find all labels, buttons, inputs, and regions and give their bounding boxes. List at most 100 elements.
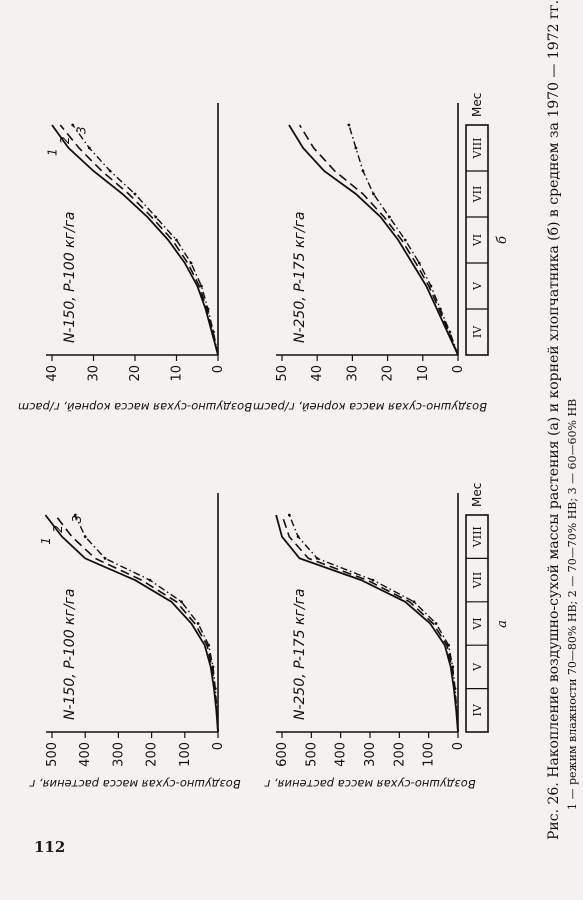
panel-b-bottom-series-3-point <box>439 307 442 311</box>
panel-a-top-series-2-line <box>54 514 219 733</box>
panel-a-bottom-ytick-label: 0 <box>451 742 466 750</box>
panel-b-bottom-series-3-point <box>387 215 391 219</box>
panel-b-bottom-series-3-point <box>354 146 358 150</box>
panel-b-top-series-3-point <box>206 307 210 311</box>
panel-b-bottom-sublabel: б <box>495 236 510 244</box>
panel-a-top-series-3-point <box>83 535 87 539</box>
panel-b-top-series-3-point <box>87 146 91 150</box>
panel-b-bottom-series-2-line <box>298 124 459 356</box>
panel-b-bottom-series-3-point <box>347 123 351 127</box>
panel-b-top-series-3-point <box>175 238 178 242</box>
panel-b-top-ylabel: Воздушно-сухая масса корней, г/расm <box>18 400 252 414</box>
panel-a-top-ytick-label: 400 <box>78 742 93 767</box>
panel-b-bottom-ytick-label: 50 <box>275 365 290 382</box>
panel-a-bottom-series-2-line <box>281 514 459 733</box>
panel-a-top-ytick-label: 100 <box>178 742 193 767</box>
panel-a-bottom-month-label: VI <box>471 617 484 630</box>
panel-a-bottom-ytick-label: 100 <box>422 742 437 767</box>
panel-b-top-ytick-label: 10 <box>170 365 185 382</box>
panel-a-top-series-1-label: 1 <box>39 537 53 545</box>
panel-a-top-series-3-point <box>196 622 200 625</box>
panel-a-bottom-series-3-point <box>447 643 451 647</box>
panel-a-bottom-ytick-label: 200 <box>392 742 407 767</box>
panel-a-bottom-x-unit: Мес <box>470 483 484 507</box>
panel-a-top-ytick-label: 500 <box>45 742 60 767</box>
panel-a-top-ytick-label: 200 <box>145 742 160 767</box>
panel-a-top-series-3-line <box>74 514 219 733</box>
panel-a-bottom-ytick-label: 400 <box>334 742 349 767</box>
panel-a-top-series-3-point <box>180 600 183 604</box>
panel-b-top-series-3-point <box>212 330 215 334</box>
panel-a-bottom-series-3-point <box>287 513 291 517</box>
panel-a-bottom-sublabel: а <box>495 620 510 628</box>
panel-a-top-series-3-point <box>207 643 211 647</box>
panel-b-bottom-series-3-point <box>403 238 407 242</box>
panel-a-top-series-2-label: 2 <box>51 525 65 533</box>
panel-a-bottom-series-3-point <box>371 578 375 582</box>
panel-a-top-series-3-point <box>103 556 107 560</box>
panel-b-bottom-ytick-label: 0 <box>451 365 466 373</box>
page-number: 112 <box>34 838 66 856</box>
panel-a-bottom-ylabel: Воздушно-сухая масса растения, г <box>263 777 475 791</box>
panel-b-bottom-series-3-point <box>417 261 421 265</box>
panel-b-top-ytick-label: 30 <box>87 365 102 382</box>
panel-b-top-series-2-line <box>59 124 219 356</box>
panel-a-top-ytick-label: 0 <box>211 742 226 750</box>
panel-b-top-series-3-point <box>154 215 158 219</box>
panel-b-bottom-x-unit: Мес <box>470 93 484 117</box>
panel-a-bottom-month-label: VII <box>471 572 484 590</box>
panel-a-top-series-3-point <box>73 513 77 517</box>
panel-a-bottom-series-3-point <box>296 535 300 539</box>
panel-b-top-ytick-label: 40 <box>45 365 60 382</box>
panel-b-top-series-3-point <box>200 284 203 288</box>
panel-b-bottom-month-label: IV <box>471 325 484 338</box>
panel-b-bottom-ytick-label: 10 <box>416 365 431 382</box>
panel-b-bottom-title: N-250, P-175 кг/га <box>292 211 308 343</box>
panel-b-bottom-series-3-point <box>372 192 375 196</box>
panel-a-bottom-series-3-point <box>315 556 319 560</box>
panel-b-bottom-ytick-label: 30 <box>345 365 360 382</box>
panel-b-top-series-3-point <box>108 169 112 173</box>
panel-b-bottom-series-3-point <box>448 330 452 334</box>
panel-a-bottom-month-label: IV <box>471 703 484 716</box>
panel-b-top-series-3-line <box>72 124 219 356</box>
panel-a-bottom-title: N-250, P-175 кг/га <box>292 588 308 720</box>
panel-b-bottom-series-3-point <box>429 284 433 288</box>
panel-a-bottom-month-box <box>465 514 489 733</box>
panel-a-top-title: N-150, P-100 кг/га <box>62 588 78 720</box>
panel-a-bottom-month-label: V <box>471 662 484 672</box>
panel-a-bottom-ytick-label: 600 <box>275 742 290 767</box>
panel-b-top-series-1-label: 1 <box>46 148 60 156</box>
panel-a-bottom-series-3-point <box>453 687 457 690</box>
panel-b-bottom-series-1-line <box>288 124 459 356</box>
panel-a-bottom-series-3-point <box>455 708 459 712</box>
panel-b-bottom-month-label: VIII <box>471 138 484 160</box>
panel-a-bottom-month-label: VIII <box>471 526 484 548</box>
panel-b-top-series-3-point <box>133 192 137 196</box>
panel-a-top-ylabel: Воздушно-сухая масса растения, г <box>28 777 240 791</box>
figure-caption-line1: Рис. 26. Накопление воздушно-сухой массы… <box>546 0 562 840</box>
panel-a-top-series-3-point <box>148 578 152 582</box>
panel-b-bottom-ylabel: Воздушно-сухая масса корней, г/расm <box>253 400 487 414</box>
panel-b-top-ytick-label: 20 <box>128 365 143 382</box>
panel-a-top-ytick-label: 300 <box>111 742 126 767</box>
panel-b-bottom-month-label: V <box>471 281 484 291</box>
panel-b-top-ytick-label: 0 <box>211 365 226 373</box>
panel-b-bottom-month-label: VI <box>471 234 484 247</box>
panel-a-top-series-3-point <box>215 708 219 712</box>
panel-a-top-series-3-point <box>213 687 217 690</box>
panel-b-top-series-3-point <box>71 123 75 127</box>
panel-b-top-series-1-line <box>51 124 219 356</box>
panel-b-bottom-ytick-label: 40 <box>310 365 325 382</box>
panel-a-top-series-3-point <box>211 665 215 669</box>
panel-a-bottom-series-3-point <box>434 622 438 625</box>
panel-a-bottom-series-3-point <box>451 665 455 669</box>
panel-a-bottom-ytick-label: 300 <box>363 742 378 767</box>
panel-b-bottom-month-label: VII <box>471 186 484 204</box>
panel-b-top-series-3-label: 3 <box>74 126 88 134</box>
panel-a-bottom-series-3-point <box>412 600 416 604</box>
figure-caption-line2: 1 — режим влажности 70—80% НВ; 2 — 70—70… <box>566 399 579 810</box>
